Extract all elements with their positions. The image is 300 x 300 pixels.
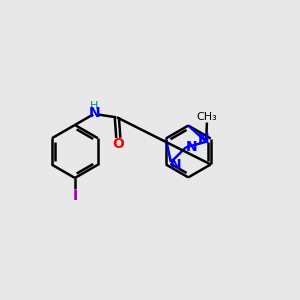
Text: I: I [72, 189, 77, 202]
Text: N: N [198, 132, 210, 146]
Text: N: N [186, 140, 198, 154]
Text: CH₃: CH₃ [196, 112, 217, 122]
Text: O: O [112, 137, 124, 152]
Text: H: H [90, 101, 98, 111]
Text: N: N [169, 158, 181, 172]
Text: N: N [88, 106, 100, 121]
